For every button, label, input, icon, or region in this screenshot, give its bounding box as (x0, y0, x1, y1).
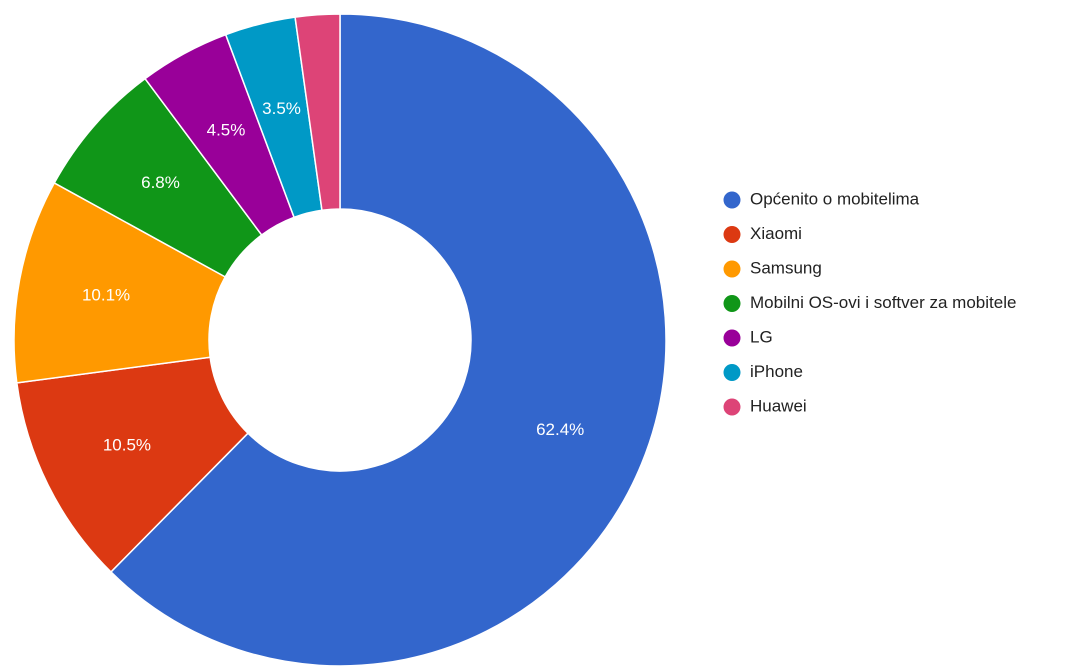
slice-label: 62.4% (536, 420, 584, 439)
pie-slice[interactable] (109, 13, 667, 666)
legend-swatch (723, 398, 741, 416)
legend-item[interactable]: Huawei (723, 396, 807, 416)
slice-label: 6.8% (141, 173, 180, 192)
legend-item[interactable]: Mobilni OS-ovi i softver za mobitele (723, 293, 1017, 312)
legend-swatch (723, 226, 741, 243)
legend-item[interactable]: Općenito o mobitelima (723, 189, 920, 209)
pie-slice[interactable] (15, 356, 250, 574)
pie-slice[interactable] (294, 13, 341, 212)
legend-item[interactable]: Samsung (723, 258, 822, 278)
legend-label: Huawei (750, 396, 807, 415)
legend-item[interactable]: iPhone (723, 362, 803, 381)
legend-swatch (723, 191, 741, 209)
legend-label: Općenito o mobitelima (750, 189, 920, 208)
slice-label: 10.1% (82, 286, 130, 305)
legend-item[interactable]: LG (723, 327, 773, 347)
slice-label: 3.5% (262, 99, 301, 118)
legend-label: Mobilni OS-ovi i softver za mobitele (750, 293, 1016, 312)
legend-swatch (723, 260, 741, 278)
legend-item[interactable]: Xiaomi (723, 224, 802, 243)
pie-slice[interactable] (13, 181, 227, 384)
legend-swatch (723, 364, 741, 381)
chart-slice-labels: 62.4% 10.5% 10.1% 6.8% 4.5% 3.5% (82, 99, 584, 455)
legend-swatch (723, 295, 741, 312)
legend-label: LG (750, 327, 773, 346)
legend-label: Xiaomi (750, 224, 802, 243)
legend-label: iPhone (750, 362, 803, 381)
slice-label: 10.5% (103, 436, 151, 455)
slice-label: 4.5% (207, 121, 246, 140)
chart-legend: Općenito o mobitelima Xiaomi Samsung Mobiln… (723, 189, 1017, 416)
chart-slices (13, 13, 667, 666)
legend-swatch (723, 329, 741, 347)
legend-label: Samsung (750, 258, 822, 277)
